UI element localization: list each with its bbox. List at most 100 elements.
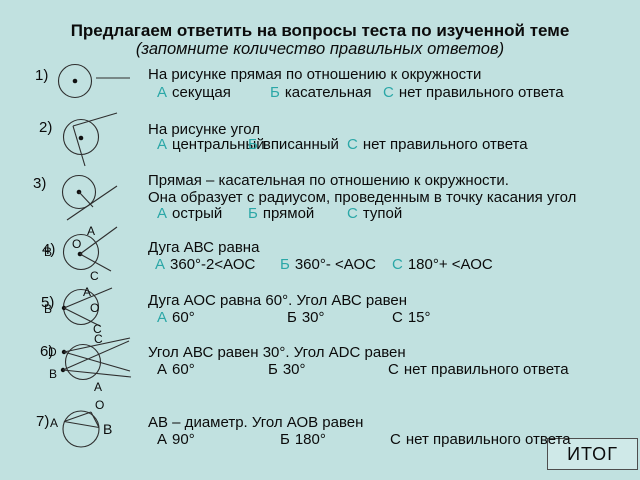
option-letter: С: [347, 205, 358, 222]
option-text: 30°: [282, 361, 306, 378]
question-number: 3): [33, 175, 47, 192]
point-label: O: [95, 398, 104, 412]
answer-option-a: А 360°-2<АОС: [155, 256, 255, 273]
answer-option-a: А 60°: [157, 309, 195, 326]
question-text: Угол АВС равен 30°. Угол ADC равен: [148, 344, 406, 361]
itog-button-label: ИТОГ: [567, 443, 618, 464]
option-text: нет правильного ответа: [362, 136, 528, 153]
option-text: 90°: [172, 431, 195, 448]
point-label: C: [94, 332, 103, 346]
option-letter: Б: [270, 84, 280, 101]
option-letter: А: [157, 309, 168, 326]
question-text: На рисунке прямая по отношению к окружно…: [148, 66, 481, 83]
question-number: 7): [36, 413, 50, 430]
question-number: 1): [35, 67, 49, 84]
answer-option-a: А 60°: [157, 361, 195, 378]
option-text: 60°: [172, 361, 195, 378]
point-label: C: [90, 269, 99, 283]
option-text: вписанный: [262, 136, 339, 153]
answer-option-b: Б 30°: [287, 309, 325, 326]
answer-option-a: А 90°: [157, 431, 195, 448]
page-title: Предлагаем ответить на вопросы теста по …: [70, 21, 570, 40]
option-letter: Б: [287, 309, 297, 326]
point-label: A: [87, 224, 95, 238]
point-label: A: [50, 416, 58, 430]
option-text: 360°- <АОС: [294, 256, 376, 273]
option-letter: А: [157, 84, 168, 101]
point-label: O: [90, 301, 99, 315]
option-letter: С: [392, 256, 403, 273]
answer-option-c: С 15°: [392, 309, 431, 326]
circle-tangent-diagram: [61, 174, 118, 221]
option-text: касательная: [284, 84, 372, 101]
option-letter: А: [157, 431, 168, 448]
point-label: D: [48, 345, 57, 359]
question-line: Угол АВС равен 30°. Угол ADC равен: [148, 344, 406, 361]
question-number: 6): [40, 343, 54, 360]
option-text: нет правильного ответа: [398, 84, 564, 101]
question-line: Дуга АВС равна: [148, 239, 260, 256]
question-text: Дуга АВС равна: [148, 239, 259, 256]
point-label: A: [94, 380, 102, 394]
option-letter: Б: [268, 361, 278, 378]
option-text: 360°-2<АОС: [170, 256, 256, 273]
two-inscribed-angles-diagram: C D B A: [48, 332, 132, 394]
option-letter: Б: [280, 256, 290, 273]
question-text: Прямая – касательная по отношению к окру…: [148, 172, 576, 206]
question-text: АВ – диаметр. Угол АОВ равен: [148, 414, 363, 431]
central-angle-diagram: A O B C: [44, 224, 118, 283]
option-letter: А: [157, 136, 168, 153]
question-line: Дуга АОС равна 60°. Угол АВС равен: [148, 292, 407, 309]
answer-option-c: С 180°+ <АОС: [392, 256, 493, 273]
question-text: Дуга АОС равна 60°. Угол АВС равен: [148, 292, 407, 309]
option-text: нет правильного ответа: [405, 431, 571, 448]
option-text: 30°: [301, 309, 325, 326]
option-text: прямой: [262, 205, 315, 222]
point-label: B: [44, 302, 52, 316]
question-number: 2): [39, 119, 53, 136]
option-text: центральный: [172, 136, 265, 153]
option-letter: Б: [248, 205, 258, 222]
itog-button[interactable]: ИТОГ: [547, 438, 638, 470]
option-letter: Б: [248, 136, 258, 153]
option-text: острый: [172, 205, 223, 222]
answer-option-b: Б 30°: [268, 361, 306, 378]
option-text: нет правильного ответа: [403, 361, 569, 378]
option-text: секущая: [172, 84, 231, 101]
option-letter: С: [390, 431, 401, 448]
question-number: 5): [41, 294, 55, 311]
option-letter: А: [157, 205, 168, 222]
option-text: 15°: [407, 309, 431, 326]
point-label: B: [44, 245, 52, 259]
option-letter: С: [383, 84, 394, 101]
option-letter: А: [157, 361, 168, 378]
question-line: На рисунке прямая по отношению к окружно…: [148, 66, 482, 83]
option-text: тупой: [362, 205, 403, 222]
circle-line-diagram: [57, 63, 130, 99]
question-line: Прямая – касательная по отношению к окру…: [148, 172, 509, 189]
option-text: 60°: [172, 309, 195, 326]
question-number: 4): [42, 241, 56, 258]
page-subtitle: (запомните количество правильных ответов…: [135, 40, 505, 58]
question-line: АВ – диаметр. Угол АОВ равен: [148, 414, 364, 431]
option-text: 180°+ <АОС: [407, 256, 493, 273]
option-letter: С: [392, 309, 403, 326]
option-letter: Б: [280, 431, 290, 448]
circle-angle-diagram: [62, 112, 118, 167]
point-label: A: [83, 285, 91, 299]
option-text: 180°: [294, 431, 326, 448]
option-letter: С: [388, 361, 399, 378]
diameter-triangle-diagram: O A B: [50, 398, 112, 448]
